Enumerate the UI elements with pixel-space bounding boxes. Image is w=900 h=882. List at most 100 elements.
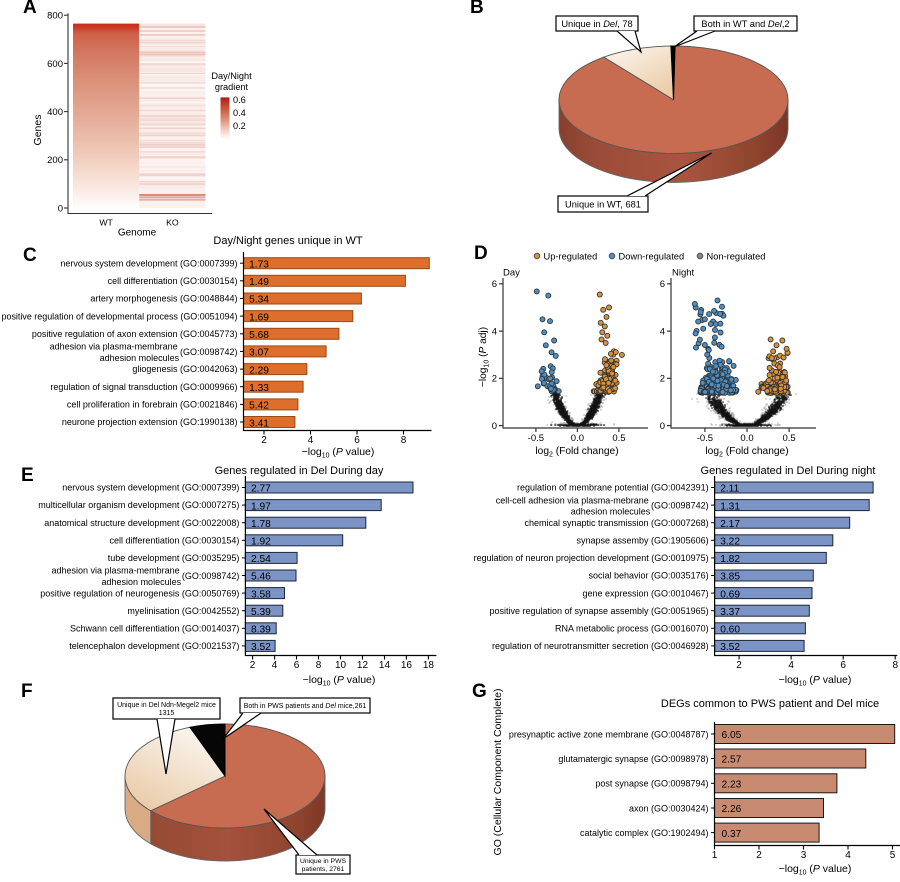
svg-text:5.39: 5.39: [251, 607, 271, 618]
svg-text:adhesion molecules: adhesion molecules: [102, 577, 182, 587]
svg-text:Unique in Del, 78: Unique in Del, 78: [561, 19, 632, 29]
svg-text:−log10 (P adj): −log10 (P adj): [478, 327, 490, 387]
svg-text:artery morphogenesis (GO:00488: artery morphogenesis (GO:0048844): [90, 294, 237, 304]
svg-text:0.60: 0.60: [720, 625, 740, 636]
svg-text:−log10 (P value): −log10 (P value): [779, 674, 852, 687]
svg-text:1.33: 1.33: [249, 383, 269, 394]
svg-text:0.6: 0.6: [233, 95, 246, 105]
svg-text:3.22: 3.22: [720, 537, 740, 548]
svg-text:positive regulation of synapse: positive regulation of synapse assembly …: [489, 606, 708, 616]
svg-text:3.52: 3.52: [720, 642, 740, 653]
svg-text:2.77: 2.77: [251, 484, 271, 495]
svg-text:6: 6: [660, 279, 665, 290]
svg-text:2.54: 2.54: [251, 554, 271, 565]
svg-text:2.17: 2.17: [720, 519, 740, 530]
svg-text:5.42: 5.42: [249, 401, 269, 412]
svg-text:A: A: [23, 0, 37, 18]
svg-text:(GO:0098742): (GO:0098742): [182, 571, 240, 581]
svg-text:Unique in WT, 681: Unique in WT, 681: [565, 199, 641, 209]
svg-text:10: 10: [335, 660, 347, 671]
svg-text:Day/Night genes unique in WT: Day/Night genes unique in WT: [213, 235, 362, 247]
svg-text:2: 2: [660, 374, 665, 385]
svg-text:0.37: 0.37: [722, 829, 742, 840]
svg-text:14: 14: [379, 660, 391, 671]
svg-text:5.46: 5.46: [251, 572, 271, 583]
svg-text:presynaptic active zone membra: presynaptic active zone membrane (GO:004…: [509, 729, 709, 739]
svg-text:12: 12: [357, 660, 369, 671]
svg-text:3: 3: [801, 850, 807, 861]
svg-text:3.37: 3.37: [720, 607, 740, 618]
svg-text:−log10 (P value): −log10 (P value): [779, 863, 852, 876]
svg-text:cell proliferation in forebrai: cell proliferation in forebrain (GO:0021…: [67, 400, 238, 410]
svg-text:DEGs common to PWS patient and: DEGs common to PWS patient and Del mice: [661, 698, 879, 710]
svg-text:4: 4: [308, 435, 314, 446]
svg-text:8: 8: [316, 660, 322, 671]
svg-text:6: 6: [294, 660, 300, 671]
svg-text:1315: 1315: [159, 710, 175, 717]
svg-text:0.5: 0.5: [782, 433, 795, 444]
svg-text:1.78: 1.78: [251, 519, 271, 530]
svg-text:0.0: 0.0: [740, 433, 753, 444]
svg-text:multicellular organism develop: multicellular organism development (GO:0…: [38, 500, 239, 510]
svg-text:6: 6: [354, 435, 360, 446]
svg-text:GO (Cellular Component Complet: GO (Cellular Component Complete): [492, 689, 504, 856]
svg-text:adhesion molecules: adhesion molecules: [100, 353, 180, 363]
svg-text:1.82: 1.82: [720, 554, 740, 565]
svg-text:chemical synaptic transmission: chemical synaptic transmission (GO:00072…: [525, 518, 709, 528]
svg-text:social behavior (GO:0035176): social behavior (GO:0035176): [589, 571, 709, 581]
svg-text:8.39: 8.39: [251, 625, 271, 636]
svg-text:nervous system development (GO: nervous system development (GO:0007399): [60, 258, 237, 268]
svg-text:Genome: Genome: [118, 228, 157, 239]
svg-text:nervous system development (GO: nervous system development (GO:0007399): [62, 483, 239, 493]
svg-text:positive regulation of neuroge: positive regulation of neurogenesis (GO:…: [40, 588, 239, 598]
svg-text:0.2: 0.2: [233, 121, 246, 131]
svg-text:Non-regulated: Non-regulated: [707, 251, 766, 261]
svg-text:adhesion via plasma-membrane: adhesion via plasma-membrane: [52, 566, 180, 576]
svg-text:log2 (Fold change): log2 (Fold change): [705, 446, 788, 458]
svg-text:2: 2: [250, 660, 256, 671]
svg-text:0.0: 0.0: [571, 433, 584, 444]
svg-text:patients, 2761: patients, 2761: [302, 866, 345, 873]
svg-text:1.73: 1.73: [249, 259, 269, 270]
svg-text:0: 0: [58, 203, 63, 214]
svg-text:F: F: [21, 681, 33, 702]
svg-text:G: G: [472, 681, 487, 702]
svg-text:Day/Night: Day/Night: [211, 71, 252, 81]
svg-text:0.4: 0.4: [233, 108, 246, 118]
svg-text:3.07: 3.07: [249, 348, 269, 359]
svg-text:B: B: [470, 0, 484, 18]
svg-text:adhesion via plasma-membrane: adhesion via plasma-membrane: [50, 342, 178, 352]
svg-text:3.52: 3.52: [251, 642, 271, 653]
svg-text:(GO:0098742): (GO:0098742): [651, 501, 709, 511]
svg-text:2.29: 2.29: [249, 365, 269, 376]
svg-text:Both in PWS patients and Del m: Both in PWS patients and Del mice,261: [244, 703, 367, 710]
svg-text:4: 4: [492, 326, 497, 337]
svg-text:adhesion molecules: adhesion molecules: [571, 507, 651, 517]
svg-text:E: E: [21, 465, 34, 486]
svg-text:8: 8: [892, 660, 898, 671]
svg-text:(GO:0098742): (GO:0098742): [180, 347, 238, 357]
svg-text:Down-regulated: Down-regulated: [619, 251, 685, 261]
svg-text:0.69: 0.69: [720, 589, 740, 600]
svg-text:6: 6: [492, 279, 497, 290]
svg-text:3.58: 3.58: [251, 589, 271, 600]
svg-text:800: 800: [47, 11, 63, 22]
svg-text:gliogenesis (GO:0042063): gliogenesis (GO:0042063): [132, 364, 237, 374]
svg-text:Up-regulated: Up-regulated: [544, 251, 598, 261]
svg-text:C: C: [23, 245, 37, 266]
svg-text:post synapse (GO:0098794): post synapse (GO:0098794): [595, 779, 708, 789]
svg-text:5.68: 5.68: [249, 330, 269, 341]
svg-text:Genes regulated in Del During: Genes regulated in Del During night: [701, 465, 876, 477]
svg-text:myelinisation (GO:0042552): myelinisation (GO:0042552): [127, 606, 239, 616]
svg-text:−log10 (P value): −log10 (P value): [303, 674, 376, 687]
svg-text:positive regulation of axon ex: positive regulation of axon extension (G…: [32, 329, 238, 339]
svg-text:16: 16: [401, 660, 413, 671]
svg-text:cell-cell adhesion via plasma-: cell-cell adhesion via plasma-mebrane: [496, 495, 649, 505]
svg-text:synapse assemby (GO:1905606): synapse assemby (GO:1905606): [577, 536, 709, 546]
svg-text:0.5: 0.5: [612, 433, 625, 444]
svg-text:8: 8: [401, 435, 407, 446]
svg-text:Genes: Genes: [32, 115, 44, 146]
svg-text:Day: Day: [503, 268, 520, 279]
svg-text:gradient: gradient: [215, 82, 249, 92]
svg-text:2.23: 2.23: [722, 780, 742, 791]
